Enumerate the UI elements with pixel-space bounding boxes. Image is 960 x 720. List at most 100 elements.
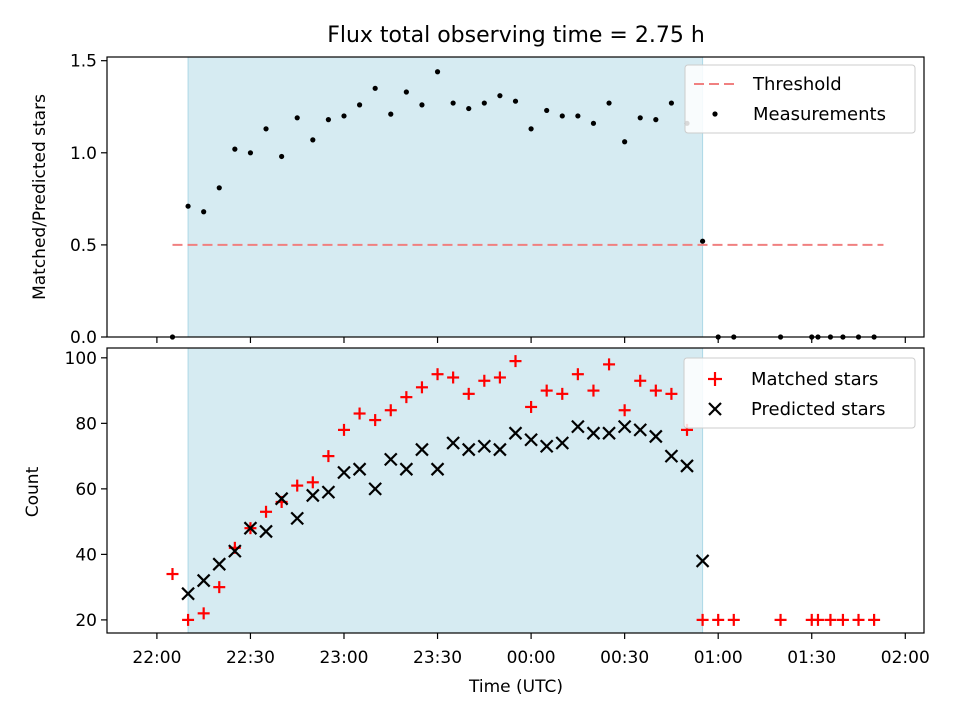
y-tick-label: 100 <box>65 349 97 369</box>
predicted-star-point <box>399 462 414 476</box>
predicted-star-point <box>586 426 601 440</box>
matched-star-point <box>322 450 335 463</box>
x-tick-label: 22:00 <box>132 648 181 668</box>
measurement-point <box>450 100 456 106</box>
y-tick-label: 80 <box>75 414 97 434</box>
predicted-star-point <box>493 442 507 457</box>
top-y-axis-label: Matched/Predicted stars <box>30 94 50 300</box>
matched-star-point <box>587 384 600 397</box>
matched-star-point <box>415 381 428 394</box>
y-tick-label: 1.0 <box>70 144 97 164</box>
matched-star-point <box>649 384 662 397</box>
measurement-point <box>201 209 207 215</box>
matched-star-point <box>852 613 865 626</box>
matched-star-point <box>774 613 787 626</box>
predicted-star-point <box>352 462 367 476</box>
measurement-point <box>668 100 675 106</box>
measurement-point <box>544 107 550 114</box>
predicted-star-point <box>633 423 648 437</box>
measurements-legend-marker <box>712 111 718 117</box>
predicted-star-point <box>555 436 570 450</box>
predicted-star-point <box>508 426 523 440</box>
predicted-star-point <box>539 439 554 454</box>
matched-star-point <box>727 613 740 626</box>
top-legend: Threshold Measurements <box>684 64 916 134</box>
predicted-legend-marker <box>708 402 722 416</box>
measurement-point <box>590 120 597 126</box>
matched-star-point <box>525 400 538 413</box>
measurement-point <box>699 238 706 244</box>
x-tick-label: 02:00 <box>881 648 930 668</box>
bottom-y-ticks: 20 40 60 80 100 <box>65 349 107 631</box>
threshold-legend-label: Threshold <box>752 74 842 95</box>
predicted-star-point <box>228 544 242 558</box>
predicted-star-point <box>212 557 227 571</box>
predicted-star-point <box>196 573 211 588</box>
predicted-star-point <box>243 521 258 535</box>
measurement-point <box>185 203 191 209</box>
matched-star-point <box>447 371 460 384</box>
measurement-point <box>497 93 503 99</box>
matched-star-point <box>384 404 397 417</box>
bottom-panel: 20 40 60 80 100 22:00 22:30 23:00 23:30 00:00 00:… <box>23 347 930 697</box>
matched-star-point <box>353 407 366 420</box>
measurement-point <box>481 100 487 106</box>
measurement-point <box>512 98 519 104</box>
x-tick-label: 00:30 <box>600 648 649 668</box>
matched-star-point <box>696 613 709 626</box>
matched-star-point <box>556 387 569 400</box>
top-axes-frame <box>106 56 925 338</box>
matched-star-point <box>836 613 849 626</box>
measurement-point <box>279 153 285 160</box>
matched-star-point <box>540 384 553 397</box>
matched-star-point <box>824 613 837 626</box>
measurement-point <box>216 185 222 191</box>
top-x-ticks <box>156 337 906 343</box>
predicted-star-point <box>259 524 273 539</box>
measurement-point <box>653 117 659 123</box>
predicted-star-point <box>290 511 304 526</box>
x-tick-label: 00:00 <box>507 648 556 668</box>
matched-star-point <box>493 371 506 384</box>
predicted-star-point <box>306 488 320 503</box>
predicted-star-point <box>181 586 195 601</box>
predicted-star-point <box>680 459 694 473</box>
predicted-star-point <box>571 419 585 434</box>
predicted-star-point <box>695 554 710 568</box>
measurement-point <box>419 102 425 108</box>
y-tick-label: 40 <box>75 545 97 565</box>
matched-star-point <box>182 613 195 626</box>
matched-star-point <box>431 368 444 381</box>
measurement-point <box>528 126 534 132</box>
x-tick-label: 01:30 <box>787 648 836 668</box>
predicted-star-point <box>649 429 663 444</box>
predicted-star-point <box>274 491 289 506</box>
measurement-point <box>341 113 347 119</box>
measurement-point <box>466 105 472 112</box>
top-y-ticks: 0.0 0.5 1.0 1.5 <box>70 52 107 348</box>
bottom-y-axis-label: Count <box>23 466 43 517</box>
measurement-point <box>372 85 378 91</box>
matched-star-point <box>369 414 382 427</box>
measurement-point <box>606 100 612 106</box>
matched-star-point <box>634 374 647 387</box>
x-tick-label: 01:00 <box>694 648 743 668</box>
matched-star-point <box>337 423 350 436</box>
matched-star-point <box>811 613 824 626</box>
x-tick-label: 23:00 <box>319 648 368 668</box>
measurements-legend-label: Measurements <box>753 104 886 125</box>
predicted-star-point <box>477 439 492 454</box>
matched-star-point <box>400 391 413 404</box>
matched-star-point <box>306 476 319 489</box>
predicted-star-point <box>461 442 476 457</box>
matched-star-point <box>260 505 273 518</box>
x-tick-label: 23:30 <box>413 648 462 668</box>
measurement-point <box>388 111 394 117</box>
matched-star-point <box>712 613 725 626</box>
chart-title: Flux total observing time = 2.75 h <box>327 23 705 48</box>
y-tick-label: 60 <box>75 480 97 500</box>
predicted-star-point <box>524 432 538 447</box>
measurement-point <box>325 117 332 123</box>
matched-star-point <box>571 368 584 381</box>
bottom-shaded-span <box>188 348 703 633</box>
